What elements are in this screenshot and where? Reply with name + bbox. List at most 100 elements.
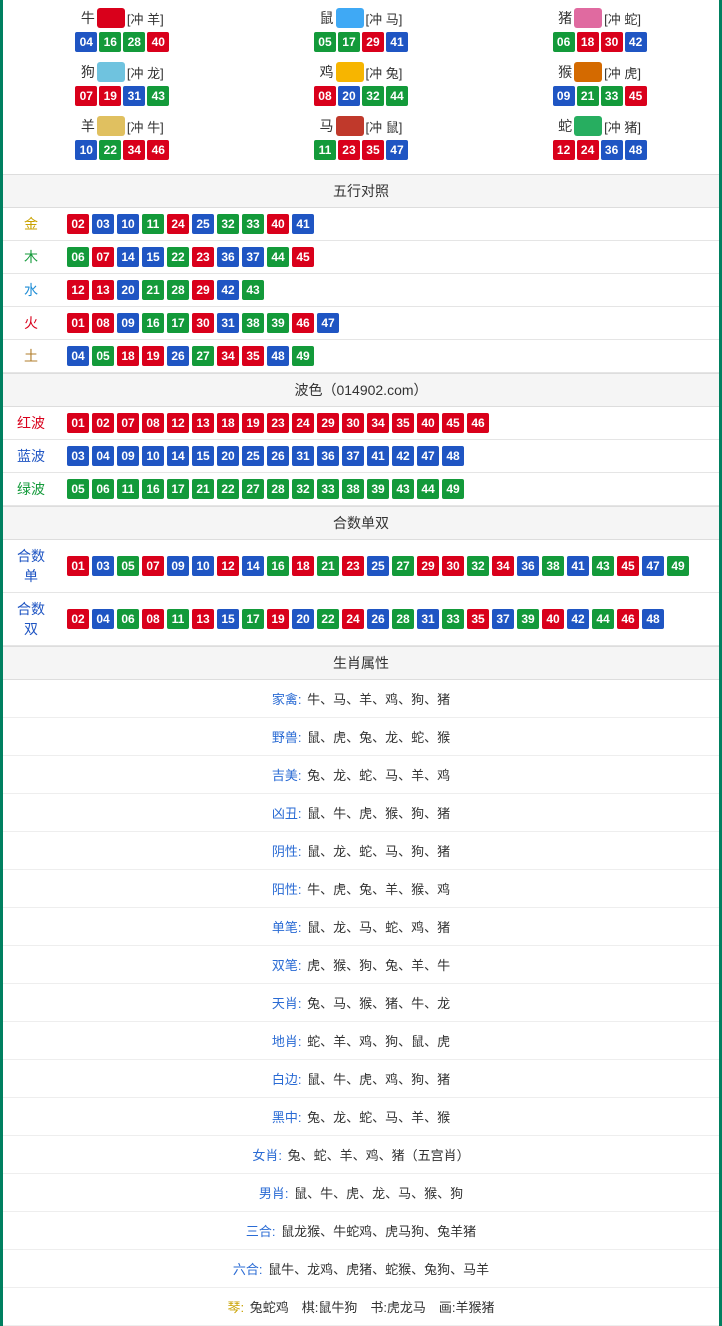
number-ball: 36 [217, 247, 239, 267]
number-ball: 33 [601, 86, 623, 106]
number-ball: 25 [242, 446, 264, 466]
zodiac-icon [574, 116, 602, 136]
number-ball: 28 [167, 280, 189, 300]
attr-row: 家禽: 牛、马、羊、鸡、狗、猪 [3, 680, 719, 718]
row-label: 合数单 [3, 540, 59, 593]
number-ball: 35 [392, 413, 414, 433]
number-ball: 26 [167, 346, 189, 366]
zodiac-clash: [冲 猪] [604, 117, 641, 136]
number-ball: 39 [517, 609, 539, 629]
number-ball: 04 [75, 32, 97, 52]
table-row: 蓝波03040910141520252631363741424748 [3, 440, 719, 473]
attr-label: 凶丑: [272, 806, 302, 821]
table-row: 土04051819262734354849 [3, 340, 719, 373]
number-ball: 01 [67, 556, 89, 576]
attr-row: 白边: 鼠、牛、虎、鸡、狗、猪 [3, 1060, 719, 1098]
zodiac-icon [336, 116, 364, 136]
number-ball: 09 [117, 446, 139, 466]
zodiac-char: 羊 [81, 116, 95, 136]
zodiac-char: 蛇 [558, 116, 572, 136]
attr-row: 男肖: 鼠、牛、虎、龙、马、猴、狗 [3, 1174, 719, 1212]
number-ball: 21 [317, 556, 339, 576]
number-ball: 33 [442, 609, 464, 629]
number-ball: 20 [292, 609, 314, 629]
number-ball: 49 [667, 556, 689, 576]
table-row: 火0108091617303138394647 [3, 307, 719, 340]
number-ball: 22 [317, 609, 339, 629]
attr-label: 白边: [272, 1072, 302, 1087]
number-ball: 29 [362, 32, 384, 52]
attr-value: 蛇、羊、鸡、狗、鼠、虎 [307, 1034, 450, 1049]
number-ball: 41 [367, 446, 389, 466]
number-ball: 32 [467, 556, 489, 576]
zodiac-char: 鸡 [320, 62, 334, 82]
number-ball: 42 [392, 446, 414, 466]
attr-label: 阴性: [272, 844, 302, 859]
number-ball: 46 [467, 413, 489, 433]
row-label: 土 [3, 340, 59, 373]
bose-title: 波色（014902.com） [3, 373, 719, 407]
table-row: 木06071415222336374445 [3, 241, 719, 274]
shengxiao-list: 家禽: 牛、马、羊、鸡、狗、猪野兽: 鼠、虎、兔、龙、蛇、猴吉美: 兔、龙、蛇、… [3, 680, 719, 1326]
number-ball: 11 [117, 479, 139, 499]
number-ball: 04 [92, 609, 114, 629]
number-ball: 09 [553, 86, 575, 106]
number-ball: 14 [167, 446, 189, 466]
number-ball: 34 [217, 346, 239, 366]
number-ball: 08 [314, 86, 336, 106]
number-ball: 30 [601, 32, 623, 52]
number-ball: 32 [292, 479, 314, 499]
number-ball: 42 [625, 32, 647, 52]
attr-value: 鼠、虎、兔、龙、蛇、猴 [307, 730, 450, 745]
number-ball: 36 [317, 446, 339, 466]
number-ball: 21 [577, 86, 599, 106]
number-ball: 32 [362, 86, 384, 106]
number-ball: 40 [417, 413, 439, 433]
number-ball: 49 [442, 479, 464, 499]
attr-row: 六合: 鼠牛、龙鸡、虎猪、蛇猴、兔狗、马羊 [3, 1250, 719, 1288]
row-balls: 02031011242532334041 [59, 208, 719, 241]
number-ball: 07 [142, 556, 164, 576]
number-ball: 18 [217, 413, 239, 433]
zodiac-icon [574, 8, 602, 28]
number-ball: 03 [92, 556, 114, 576]
number-ball: 12 [67, 280, 89, 300]
number-ball: 12 [217, 556, 239, 576]
number-ball: 35 [242, 346, 264, 366]
zodiac-char: 猪 [558, 8, 572, 28]
number-ball: 37 [242, 247, 264, 267]
zodiac-char: 狗 [81, 62, 95, 82]
attr-row: 女肖: 兔、蛇、羊、鸡、猪（五宫肖） [3, 1136, 719, 1174]
row-label: 火 [3, 307, 59, 340]
number-ball: 01 [67, 413, 89, 433]
number-ball: 11 [167, 609, 189, 629]
zodiac-icon [97, 62, 125, 82]
number-ball: 12 [167, 413, 189, 433]
number-ball: 34 [367, 413, 389, 433]
zodiac-cell: 蛇[冲 猪]12243648 [480, 112, 719, 166]
table-row: 水1213202128294243 [3, 274, 719, 307]
number-ball: 24 [167, 214, 189, 234]
number-ball: 36 [601, 140, 623, 160]
number-ball: 03 [67, 446, 89, 466]
attr-label: 双笔: [272, 958, 302, 973]
number-ball: 38 [242, 313, 264, 333]
number-ball: 42 [567, 609, 589, 629]
number-ball: 05 [92, 346, 114, 366]
zodiac-cell: 鼠[冲 马]05172941 [242, 4, 481, 58]
number-ball: 35 [467, 609, 489, 629]
zodiac-clash: [冲 龙] [127, 63, 164, 82]
number-ball: 45 [442, 413, 464, 433]
number-ball: 17 [167, 313, 189, 333]
number-ball: 21 [142, 280, 164, 300]
number-ball: 06 [553, 32, 575, 52]
attr-value: 鼠龙猴、牛蛇鸡、虎马狗、兔羊猪 [281, 1224, 476, 1239]
number-ball: 33 [242, 214, 264, 234]
number-ball: 02 [92, 413, 114, 433]
zodiac-balls: 11233547 [242, 140, 481, 160]
number-ball: 09 [167, 556, 189, 576]
attr-value: 兔、龙、蛇、马、羊、猴 [307, 1110, 450, 1125]
number-ball: 47 [317, 313, 339, 333]
number-ball: 48 [642, 609, 664, 629]
number-ball: 22 [99, 140, 121, 160]
